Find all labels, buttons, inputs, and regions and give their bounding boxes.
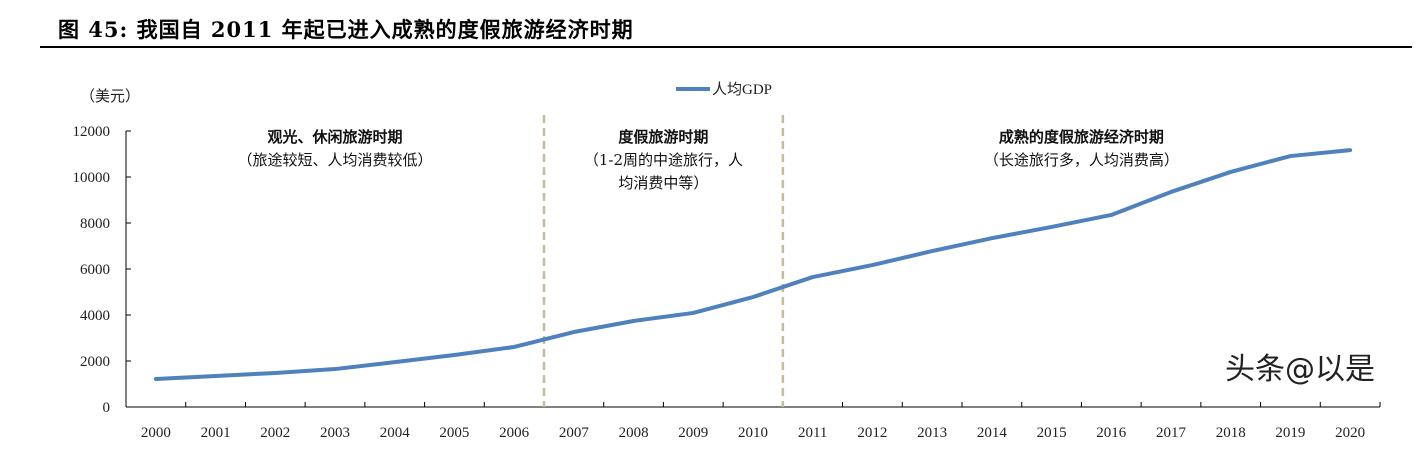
period-annotation: 成熟的度假旅游经济时期 bbox=[999, 128, 1164, 146]
y-tick-label: 4000 bbox=[80, 308, 110, 324]
period-annotation: 观光、休闲旅游时期 bbox=[267, 128, 402, 146]
period-annotation: （旅途较短、人均消费较低） bbox=[237, 151, 432, 169]
x-tick-label: 2004 bbox=[380, 425, 411, 441]
x-tick-label: 2019 bbox=[1275, 425, 1305, 441]
period-annotation: 度假旅游时期 bbox=[618, 128, 708, 146]
x-tick-label: 2003 bbox=[320, 425, 350, 441]
x-tick-label: 2009 bbox=[678, 425, 708, 441]
x-tick-label: 2007 bbox=[559, 425, 590, 441]
x-tick-label: 2017 bbox=[1156, 425, 1187, 441]
x-tick-label: 2005 bbox=[439, 425, 469, 441]
period-annotation: 均消费中等） bbox=[618, 174, 708, 192]
x-tick-label: 2001 bbox=[201, 425, 231, 441]
y-tick-label: 2000 bbox=[80, 354, 110, 370]
y-tick-label: 12000 bbox=[73, 124, 111, 140]
legend-label: 人均GDP bbox=[712, 81, 772, 98]
x-tick-label: 2010 bbox=[738, 425, 768, 441]
period-annotation: （长途旅行多，人均消费高） bbox=[984, 151, 1179, 169]
x-tick-label: 2016 bbox=[1096, 425, 1127, 441]
watermark: 头条@以是 bbox=[1225, 352, 1375, 387]
y-tick-label: 8000 bbox=[80, 216, 110, 232]
y-tick-label: 10000 bbox=[73, 170, 111, 186]
x-tick-label: 2013 bbox=[917, 425, 947, 441]
y-tick-label: 0 bbox=[103, 400, 111, 416]
y-tick-label: 6000 bbox=[80, 262, 110, 278]
x-tick-label: 2006 bbox=[499, 425, 530, 441]
period-annotation: （1-2周的中途旅行，人 bbox=[584, 151, 743, 169]
x-tick-label: 2012 bbox=[857, 425, 887, 441]
x-tick-label: 2000 bbox=[141, 425, 171, 441]
x-tick-label: 2014 bbox=[977, 425, 1008, 441]
x-tick-label: 2020 bbox=[1335, 425, 1365, 441]
x-tick-label: 2018 bbox=[1216, 425, 1246, 441]
x-tick-label: 2002 bbox=[260, 425, 290, 441]
series-line bbox=[153, 148, 1353, 381]
y-axis-unit-label: （美元） bbox=[80, 88, 140, 105]
figure-title: 图 45: 我国自 2011 年起已进入成熟的度假旅游经济时期 bbox=[58, 17, 634, 42]
x-tick-label: 2011 bbox=[798, 425, 827, 441]
x-tick-label: 2008 bbox=[619, 425, 649, 441]
x-tick-label: 2015 bbox=[1037, 425, 1067, 441]
title-rule bbox=[40, 46, 1412, 48]
